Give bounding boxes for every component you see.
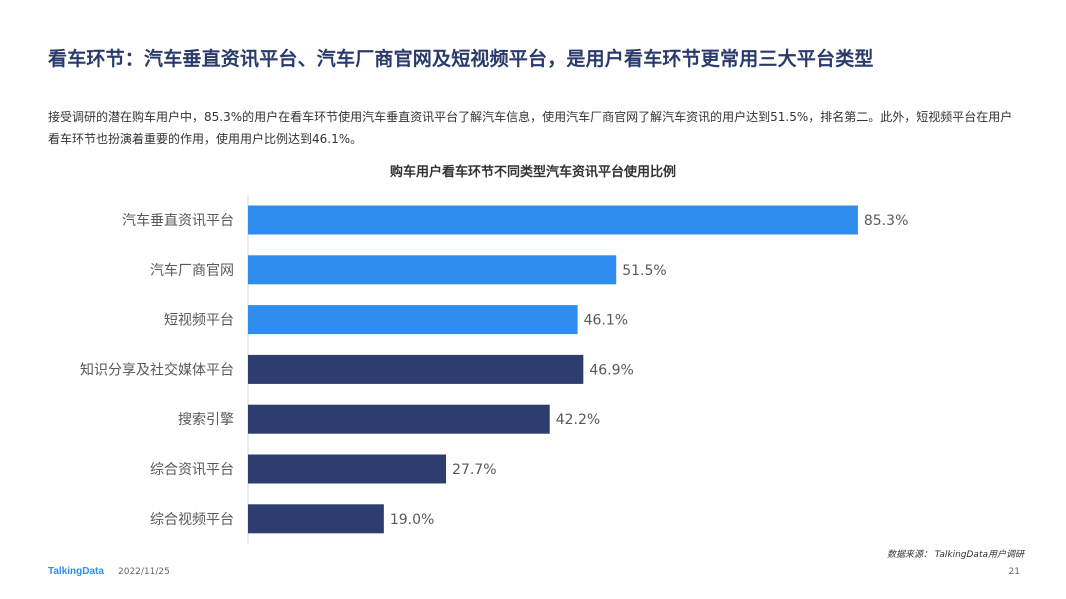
value-label: 85.3% xyxy=(864,213,908,229)
talkingdata-logo: TalkingData xyxy=(48,566,104,577)
page-headline: 看车环节：汽车垂直资讯平台、汽车厂商官网及短视频平台，是用户看车环节更常用三大平… xyxy=(48,48,874,70)
bar xyxy=(248,255,617,285)
category-label: 短视频平台 xyxy=(164,313,234,329)
category-label: 综合视频平台 xyxy=(150,512,234,528)
value-label: 46.1% xyxy=(584,313,628,329)
value-label: 51.5% xyxy=(622,263,666,279)
footer-date: 2022/11/25 xyxy=(118,567,170,577)
bar xyxy=(248,205,858,235)
category-label: 汽车厂商官网 xyxy=(150,262,234,279)
value-label: 27.7% xyxy=(452,462,496,478)
category-label: 汽车垂直资讯平台 xyxy=(122,212,234,229)
bar xyxy=(248,454,447,484)
category-label: 搜索引擎 xyxy=(178,411,234,428)
bar-chart: 汽车垂直资讯平台 85.3% 汽车厂商官网 51.5% 短视频平台 46.1% 知识分享及社… xyxy=(80,195,908,544)
value-label: 42.2% xyxy=(556,412,600,428)
value-label: 46.9% xyxy=(589,362,633,378)
value-label: 19.0% xyxy=(390,512,434,528)
page-number: 21 xyxy=(1008,567,1020,577)
bar xyxy=(248,404,550,434)
bar xyxy=(248,504,384,534)
bar xyxy=(248,305,578,335)
data-source-note: 数据来源： TalkingData用户调研 xyxy=(886,550,1024,560)
category-label: 综合资讯平台 xyxy=(150,462,234,478)
category-label: 知识分享及社交媒体平台 xyxy=(80,361,234,378)
summary-paragraph: 接受调研的潜在购车用户中，85.3%的用户在看车环节使用汽车垂直资讯平台了解汽车… xyxy=(48,110,1013,146)
bar xyxy=(248,354,584,384)
chart-title: 购车用户看车环节不同类型汽车资讯平台使用比例 xyxy=(389,165,676,180)
